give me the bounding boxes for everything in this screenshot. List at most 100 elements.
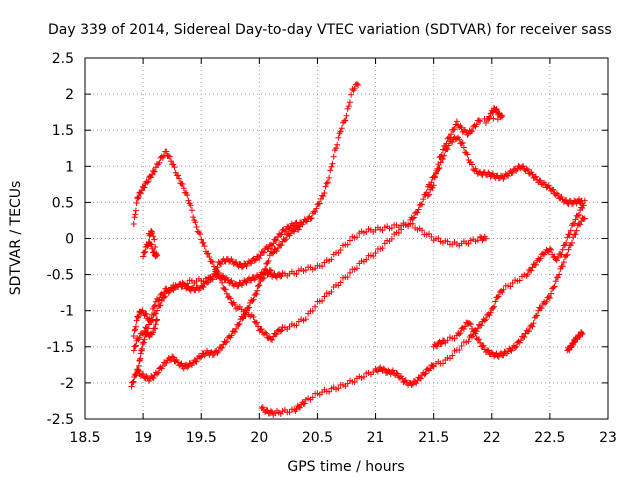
data-point xyxy=(459,128,466,135)
data-point xyxy=(485,169,492,176)
data-point xyxy=(269,409,276,416)
data-point xyxy=(360,373,367,380)
data-point xyxy=(248,277,255,284)
data-point xyxy=(456,331,463,338)
data-point xyxy=(278,327,285,334)
data-point xyxy=(491,303,498,310)
data-point xyxy=(486,312,493,319)
data-point xyxy=(132,342,139,349)
data-point xyxy=(265,245,272,252)
data-point xyxy=(558,251,565,258)
data-point xyxy=(132,207,139,214)
data-point xyxy=(427,186,434,193)
data-point xyxy=(437,341,444,348)
data-point xyxy=(420,196,427,203)
data-point xyxy=(158,365,165,372)
data-point xyxy=(254,287,261,294)
data-point xyxy=(413,380,420,387)
data-point xyxy=(165,289,172,296)
y-tick-label: 2.5 xyxy=(52,51,74,67)
data-point xyxy=(424,192,431,199)
data-point xyxy=(559,246,566,253)
x-tick-label: 20 xyxy=(250,430,268,446)
data-point xyxy=(163,360,170,367)
x-tick-label: 21 xyxy=(367,430,385,446)
data-point xyxy=(445,134,452,141)
data-point xyxy=(171,164,178,171)
data-point xyxy=(344,274,351,281)
data-point xyxy=(293,322,300,329)
data-point xyxy=(214,264,221,271)
data-point xyxy=(507,283,514,290)
series-track-j xyxy=(128,316,161,390)
data-point xyxy=(551,253,558,260)
data-point xyxy=(149,329,156,336)
data-point xyxy=(130,347,137,354)
data-point xyxy=(326,174,333,181)
data-point xyxy=(471,122,478,129)
data-point xyxy=(581,197,588,204)
data-point xyxy=(565,246,572,253)
data-point xyxy=(222,286,229,293)
data-point xyxy=(460,325,467,332)
data-point xyxy=(320,193,327,200)
data-point xyxy=(250,313,257,320)
data-point xyxy=(500,352,507,359)
data-point xyxy=(451,335,458,342)
data-point xyxy=(328,256,335,263)
data-point xyxy=(211,351,218,358)
data-point xyxy=(235,321,242,328)
x-axis-label: GPS time / hours xyxy=(287,459,404,475)
data-point xyxy=(529,323,536,330)
data-point xyxy=(472,330,479,337)
data-point xyxy=(493,106,500,113)
x-tick-label: 19.5 xyxy=(186,430,217,446)
data-point xyxy=(228,332,235,339)
data-point xyxy=(343,112,350,119)
data-point xyxy=(459,139,466,146)
data-point xyxy=(402,377,409,384)
data-point xyxy=(141,336,148,343)
data-point xyxy=(293,271,300,278)
data-point xyxy=(428,233,435,240)
data-point xyxy=(524,328,531,335)
data-points xyxy=(128,80,588,418)
data-point xyxy=(129,379,136,386)
data-point xyxy=(431,174,438,181)
data-point xyxy=(291,228,298,235)
data-point xyxy=(222,339,229,346)
data-point xyxy=(133,370,140,377)
data-point xyxy=(389,367,396,374)
data-point xyxy=(560,259,567,266)
data-point xyxy=(152,164,159,171)
data-point xyxy=(485,347,492,354)
data-point xyxy=(178,360,185,367)
data-point xyxy=(170,161,177,168)
data-point xyxy=(273,248,280,255)
data-point xyxy=(148,174,155,181)
data-point xyxy=(346,269,353,276)
data-point xyxy=(478,322,485,329)
data-point xyxy=(150,233,157,240)
data-point xyxy=(313,205,320,212)
series-track-h xyxy=(140,228,161,260)
data-point xyxy=(130,332,137,339)
data-point xyxy=(267,408,274,415)
data-point xyxy=(335,282,342,289)
data-point xyxy=(131,373,138,380)
x-tick-label: 23 xyxy=(599,430,617,446)
data-point xyxy=(142,248,149,255)
data-point xyxy=(470,123,477,130)
data-point xyxy=(169,353,176,360)
data-point xyxy=(258,326,265,333)
data-point xyxy=(295,226,302,233)
y-tick-label: -2 xyxy=(60,376,74,392)
data-point xyxy=(429,362,436,369)
data-point xyxy=(308,215,315,222)
data-point xyxy=(163,148,170,155)
x-tick-label: 18.5 xyxy=(69,430,100,446)
data-point xyxy=(137,355,144,362)
data-point xyxy=(133,317,140,324)
data-point xyxy=(513,343,520,350)
